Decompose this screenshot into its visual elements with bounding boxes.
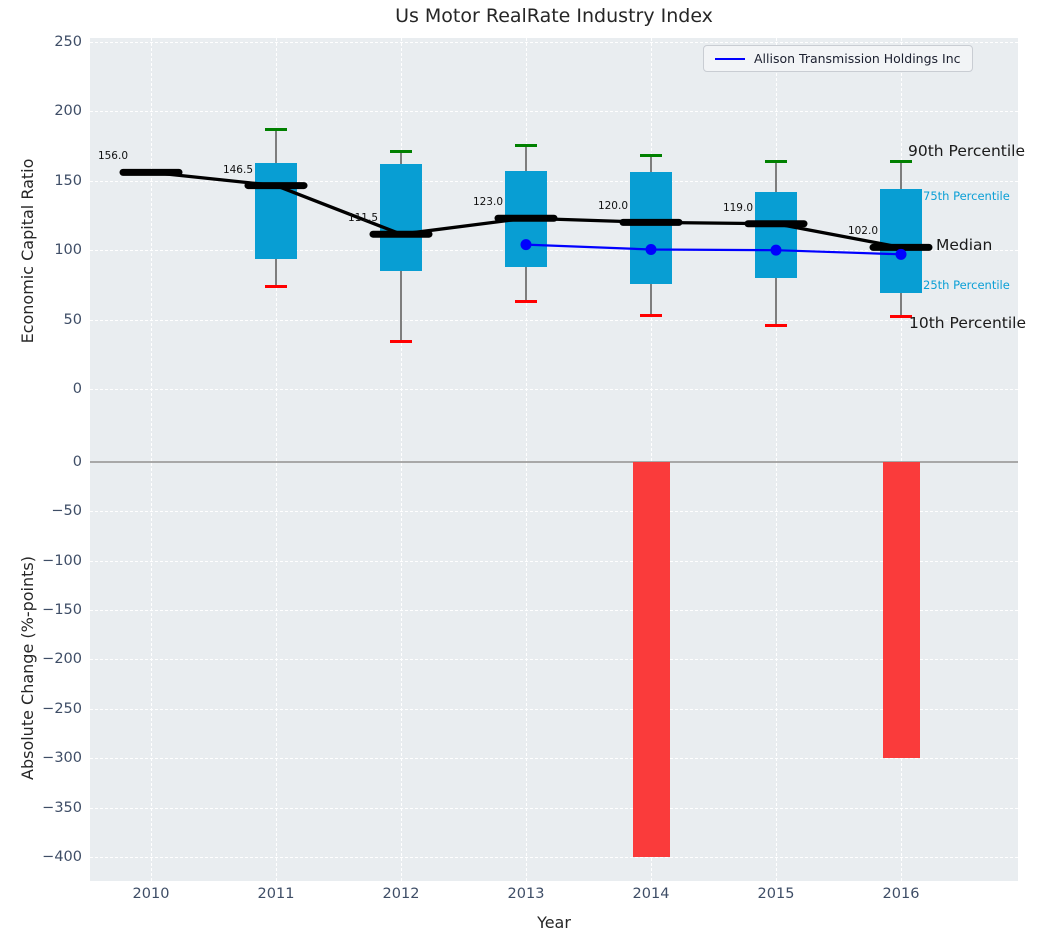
- gridline-horizontal: [90, 389, 1018, 391]
- label-10th-percentile: 10th Percentile: [909, 314, 1027, 332]
- gridline-horizontal: [90, 319, 1018, 321]
- gridline-horizontal: [90, 807, 1018, 809]
- top-ytick-0: 0: [72, 381, 82, 398]
- median-value-label-2013: 123.0: [472, 196, 503, 209]
- label-25th-percentile: 25th Percentile: [923, 278, 1010, 292]
- median-value-label-2014: 120.0: [597, 200, 628, 213]
- change-bar-2016: [882, 461, 920, 759]
- p90-cap-2011: [265, 127, 287, 131]
- median-value-label-2016: 102.0: [847, 225, 878, 238]
- p10-cap-2016: [890, 315, 912, 319]
- label-median: Median: [936, 236, 993, 254]
- gridline-vertical: [651, 38, 652, 881]
- gridline-horizontal: [90, 708, 1018, 710]
- bottom-ytick-0: 0: [72, 453, 82, 470]
- p10-cap-2011: [265, 284, 287, 288]
- p90-cap-2012: [390, 150, 412, 154]
- xtick-2016: 2016: [882, 886, 920, 902]
- top-ytick-100: 100: [54, 242, 82, 259]
- xtick-2010: 2010: [132, 886, 170, 902]
- median-value-label-2012: 111.5: [347, 212, 378, 225]
- plot-area: 156.0 146.5 111.5 123.0 120.0 119.0 102.0: [90, 38, 1018, 881]
- iqr-box-2012: [380, 164, 422, 271]
- iqr-box-2016: [880, 189, 922, 294]
- bottom-ytick-−50: −50: [51, 503, 82, 520]
- xtick-2015: 2015: [757, 886, 795, 902]
- p10-cap-2015: [765, 323, 787, 327]
- bottom-ytick-−150: −150: [42, 601, 82, 618]
- gridline-horizontal: [90, 511, 1018, 513]
- iqr-box-2011: [255, 162, 297, 259]
- chart-title: Us Motor RealRate Industry Index: [395, 5, 713, 27]
- legend-line-icon: [715, 57, 745, 60]
- iqr-box-2013: [505, 170, 547, 267]
- gridline-vertical: [526, 38, 527, 881]
- p90-cap-2013: [515, 144, 537, 148]
- p90-cap-2014: [640, 154, 662, 158]
- gridline-vertical: [276, 38, 277, 881]
- gridline-horizontal: [90, 856, 1018, 858]
- gridline-horizontal: [90, 180, 1018, 182]
- zero-line: [90, 460, 1018, 463]
- p90-cap-2015: [765, 159, 787, 163]
- median-value-label-2010: 156.0: [97, 150, 128, 163]
- iqr-box-2015: [755, 191, 797, 278]
- gridline-horizontal: [90, 659, 1018, 661]
- gridline-horizontal: [90, 609, 1018, 611]
- xtick-2013: 2013: [507, 886, 545, 902]
- label-75th-percentile: 75th Percentile: [923, 189, 1010, 203]
- median-value-label-2011: 146.5: [222, 163, 253, 176]
- p10-cap-2013: [515, 300, 537, 304]
- gridline-vertical: [776, 38, 777, 881]
- gridline-vertical: [901, 38, 902, 881]
- gridline-vertical: [401, 38, 402, 881]
- legend: Allison Transmission Holdings Inc: [703, 45, 973, 72]
- xtick-2011: 2011: [257, 886, 295, 902]
- bottom-ytick-−350: −350: [42, 799, 82, 816]
- gridline-horizontal: [90, 560, 1018, 562]
- label-90th-percentile: 90th Percentile: [908, 142, 1026, 160]
- legend-label: Allison Transmission Holdings Inc: [754, 51, 961, 66]
- top-ytick-250: 250: [54, 33, 82, 50]
- gridline-horizontal: [90, 111, 1018, 113]
- bottom-ytick-−250: −250: [42, 700, 82, 717]
- iqr-box-2014: [630, 172, 672, 284]
- p10-cap-2014: [640, 313, 662, 317]
- bottom-ytick-−100: −100: [42, 552, 82, 569]
- bottom-ytick-−200: −200: [42, 651, 82, 668]
- top-ytick-50: 50: [63, 311, 82, 328]
- change-bar-2014: [632, 461, 670, 857]
- gridline-horizontal: [90, 758, 1018, 760]
- x-axis-label: Year: [537, 913, 571, 932]
- p10-cap-2012: [390, 340, 412, 344]
- top-ytick-150: 150: [54, 172, 82, 189]
- xtick-2012: 2012: [382, 886, 420, 902]
- gridline-vertical: [151, 38, 152, 881]
- xtick-2014: 2014: [632, 886, 670, 902]
- median-value-label-2015: 119.0: [722, 201, 753, 214]
- bottom-ytick-−300: −300: [42, 750, 82, 767]
- bottom-ytick-−400: −400: [42, 848, 82, 865]
- top-ytick-200: 200: [54, 103, 82, 120]
- gridline-horizontal: [90, 41, 1018, 43]
- p90-cap-2016: [890, 159, 912, 163]
- gridline-horizontal: [90, 250, 1018, 252]
